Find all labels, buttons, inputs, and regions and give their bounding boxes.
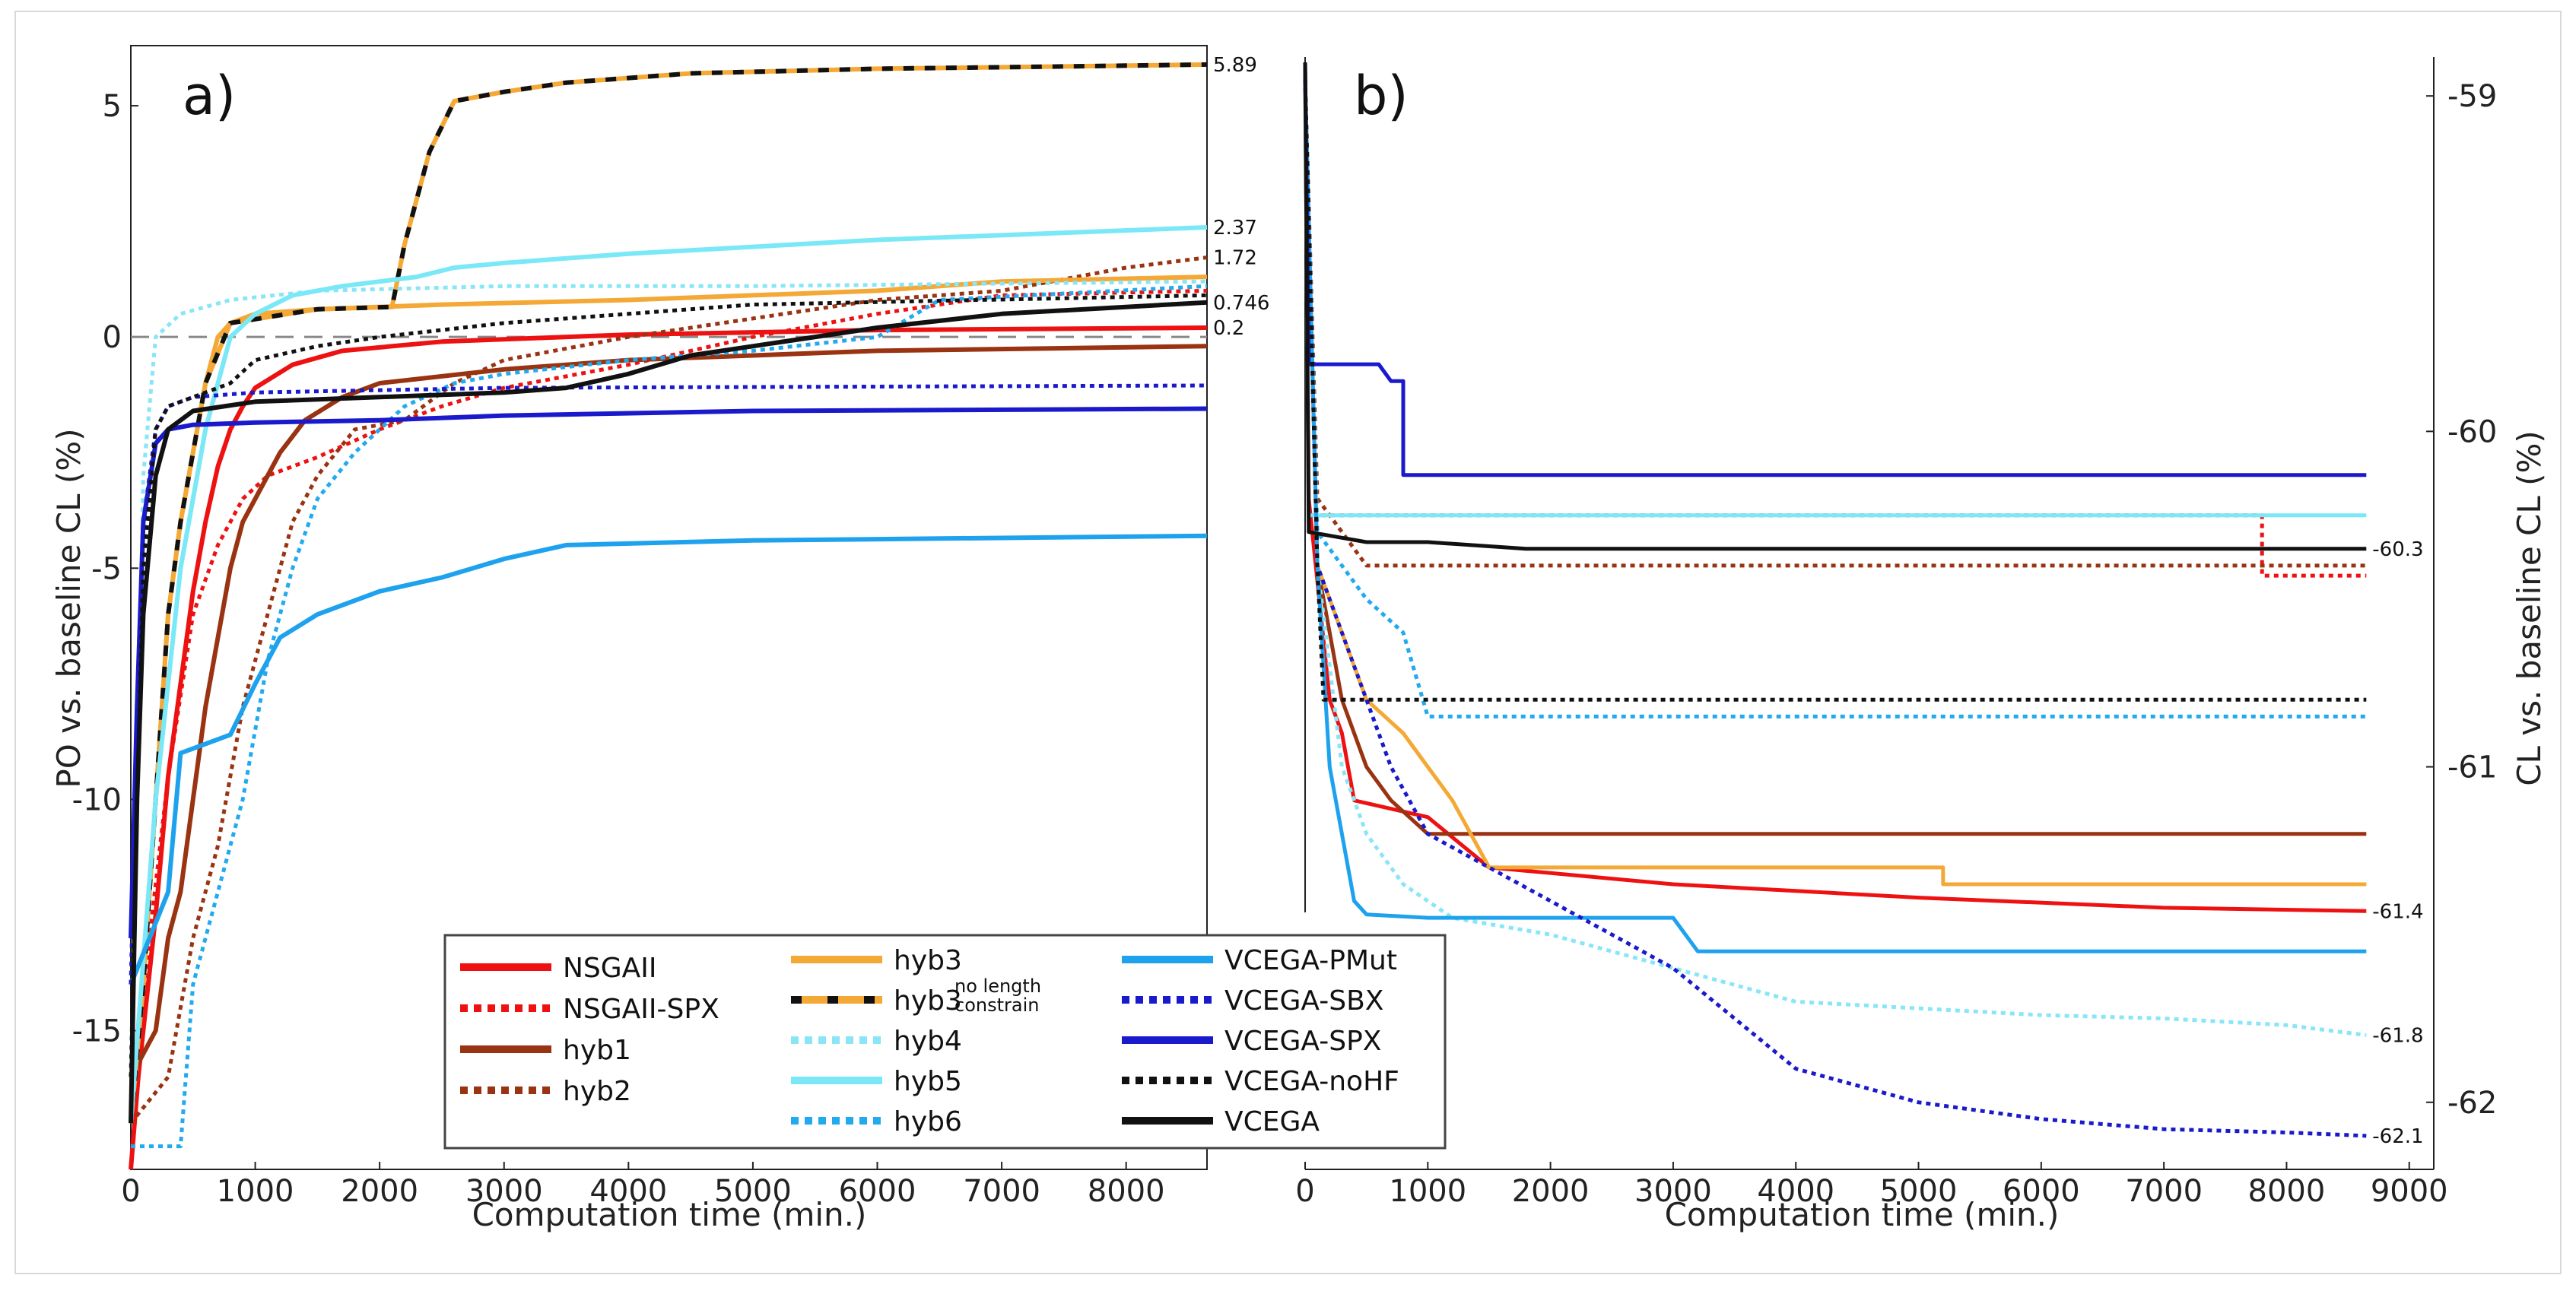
panel-a-end-label: 0.746 bbox=[1213, 292, 1269, 315]
panel-a-series-hyb3-no-length-constrain-dash-overlay bbox=[129, 62, 1208, 1124]
panel-b-series-hyb3 bbox=[1303, 79, 2367, 887]
panel-a-ticks: 0 1000 2000 3000 4000 5000 6000 7000 8000 5 0 -5 -10… bbox=[72, 89, 1207, 1209]
panel-a-ytick-label: -15 bbox=[72, 1014, 122, 1049]
panel-a-series-hyb5 bbox=[129, 225, 1208, 1124]
panel-b-xtick-label: 6000 bbox=[2003, 1174, 2080, 1209]
panel-b-series bbox=[1303, 62, 2367, 1138]
legend-label-vcega-spx: VCEGA-SPX bbox=[1224, 1026, 1381, 1057]
legend-label-hyb3: hyb3 bbox=[894, 945, 962, 976]
legend-label-hyb2: hyb2 bbox=[563, 1076, 631, 1107]
panel-a-series-vcega bbox=[129, 300, 1208, 1124]
legend-hyb3-note-line2: constrain bbox=[954, 995, 1039, 1016]
legend-label-vcega-nohf: VCEGA-noHF bbox=[1224, 1066, 1399, 1097]
panel-b-end-labels: -60.3 -61.4 -61.8 -62.1 bbox=[2372, 538, 2423, 1148]
panel-a-ytick-label: 0 bbox=[103, 320, 122, 355]
panel-b-ytick-label: -59 bbox=[2447, 79, 2497, 114]
panel-b-xtick-label: 4000 bbox=[1757, 1174, 1834, 1209]
legend-label-hyb5: hyb5 bbox=[894, 1066, 962, 1097]
panel-a-xlabel: Computation time (min.) bbox=[472, 1196, 867, 1233]
panel-a-ylabel: PO vs. baseline CL (%) bbox=[50, 428, 87, 788]
panel-a-xtick-label: 2000 bbox=[341, 1174, 418, 1209]
panel-a-series-vcega-pmut bbox=[129, 533, 1208, 985]
panel-b-xtick-label: 3000 bbox=[1634, 1174, 1712, 1209]
panel-a-end-label: 5.89 bbox=[1213, 54, 1257, 77]
panel-b-ytick-label: -60 bbox=[2447, 414, 2497, 449]
panel-b-xtick-label: 2000 bbox=[1512, 1174, 1590, 1209]
panel-b-ytick-label: -61 bbox=[2447, 750, 2497, 785]
panel-b-ytick-label: -62 bbox=[2447, 1086, 2497, 1121]
panel-b-end-label: -61.4 bbox=[2372, 900, 2423, 923]
panel-a-axes-box bbox=[130, 45, 1208, 1170]
panel-b-end-label: -60.3 bbox=[2372, 538, 2423, 561]
panel-a-xtick-label: 1000 bbox=[217, 1174, 294, 1209]
panel-b: 0 1000 2000 3000 4000 5000 6000 7000 8000 9000 -59… bbox=[1295, 57, 2548, 1233]
panel-a: 0 1000 2000 3000 4000 5000 6000 7000 8000 5 0 -5 -10… bbox=[50, 45, 1269, 1233]
panel-a-label: a) bbox=[183, 65, 236, 127]
panel-a-series-nsgaii-spx bbox=[129, 288, 1208, 1124]
panel-a-xtick-label: 7000 bbox=[963, 1174, 1040, 1209]
panel-a-series-hyb6 bbox=[131, 284, 1208, 1149]
panel-b-end-label: -61.8 bbox=[2372, 1025, 2423, 1048]
panel-a-xtick-label: 8000 bbox=[1088, 1174, 1165, 1209]
panel-a-series bbox=[129, 62, 1208, 1170]
panel-a-series-vcega-nohf bbox=[129, 293, 1208, 1077]
legend-label-hyb6: hyb6 bbox=[894, 1106, 962, 1137]
panel-b-series-nsgaii bbox=[1303, 62, 2367, 913]
panel-a-ytick-label: -10 bbox=[72, 782, 122, 817]
panel-b-series-vcega-nohf bbox=[1303, 79, 2367, 702]
panel-a-xtick-label: 3000 bbox=[465, 1174, 543, 1209]
legend-items: NSGAII NSGAII-SPX hyb1 hyb2 hyb3 hyb3 hyb4 hyb5… bbox=[460, 945, 1399, 1137]
panel-b-label: b) bbox=[1354, 65, 1409, 127]
panel-a-ytick-label: -5 bbox=[91, 551, 122, 586]
legend-label-vcega-pmut: VCEGA-PMut bbox=[1224, 945, 1397, 976]
legend-label-vcega-sbx: VCEGA-SBX bbox=[1224, 985, 1383, 1017]
legend-label-hyb4: hyb4 bbox=[894, 1026, 962, 1057]
panel-a-end-label: 2.37 bbox=[1213, 217, 1257, 240]
panel-a-series-hyb2 bbox=[129, 255, 1208, 1125]
figure-frame bbox=[14, 11, 2562, 1274]
panel-a-series-hyb1 bbox=[129, 344, 1208, 1078]
panel-b-ylabel: CL vs. baseline CL (%) bbox=[2511, 430, 2548, 786]
panel-b-xtick-label: 1000 bbox=[1389, 1174, 1466, 1209]
panel-b-xlabel: Computation time (min.) bbox=[1665, 1196, 2060, 1233]
legend-label-nsgaii-spx: NSGAII-SPX bbox=[563, 994, 719, 1025]
panel-a-ytick-label: 5 bbox=[103, 89, 122, 124]
panel-b-xtick-label: 7000 bbox=[2125, 1174, 2203, 1209]
legend-label-vcega: VCEGA bbox=[1224, 1106, 1320, 1137]
legend-hyb3-note-line1: no length bbox=[954, 975, 1041, 997]
panel-a-end-label: 1.72 bbox=[1213, 247, 1257, 270]
legend-label-nsgaii: NSGAII bbox=[563, 953, 657, 984]
panel-b-end-label: -62.1 bbox=[2372, 1125, 2423, 1148]
panel-a-end-label: 0.2 bbox=[1213, 317, 1244, 340]
panel-a-xtick-label: 0 bbox=[121, 1174, 140, 1209]
panel-b-xtick-label: 9000 bbox=[2371, 1174, 2448, 1209]
panel-a-xtick-label: 6000 bbox=[839, 1174, 916, 1209]
panel-b-xtick-label: 8000 bbox=[2248, 1174, 2326, 1209]
panel-a-xtick-label: 4000 bbox=[589, 1174, 667, 1209]
panel-b-series-vcega bbox=[1303, 62, 2367, 551]
legend-box bbox=[443, 934, 1447, 1150]
panel-b-xtick-label: 0 bbox=[1295, 1174, 1314, 1209]
legend-label-hyb3-no-length-constrain: hyb3 bbox=[894, 985, 962, 1017]
panel-a-xtick-label: 5000 bbox=[714, 1174, 792, 1209]
legend: NSGAII NSGAII-SPX hyb1 hyb2 hyb3 hyb3 hyb4 hyb5… bbox=[443, 934, 1447, 1150]
panel-b-xtick-label: 5000 bbox=[1880, 1174, 1958, 1209]
legend-label-hyb1: hyb1 bbox=[563, 1035, 631, 1066]
panel-b-ticks: 0 1000 2000 3000 4000 5000 6000 7000 8000 9000 -59… bbox=[1295, 79, 2497, 1209]
